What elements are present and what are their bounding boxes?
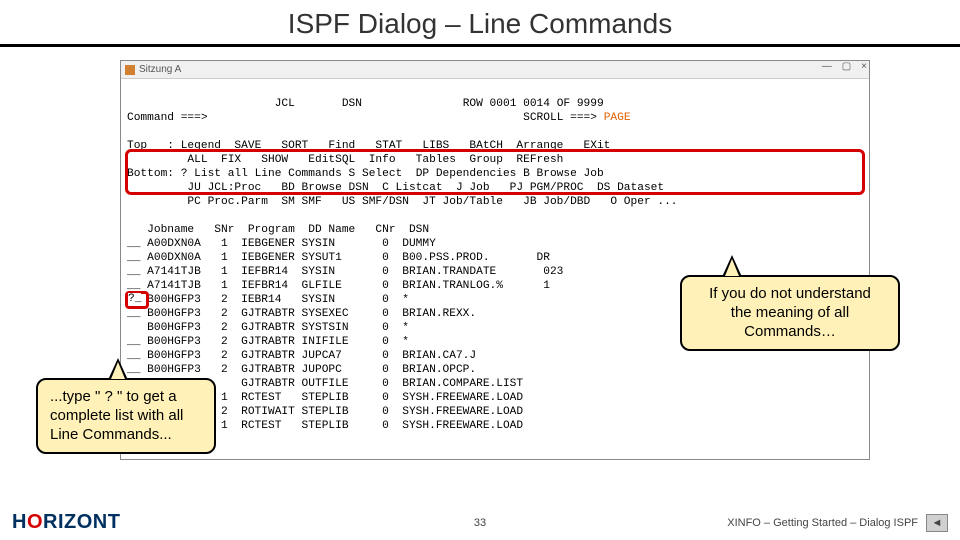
command-prompt[interactable]: Command ===>	[127, 112, 208, 124]
bottom-menu-2[interactable]: JU JCL:Proc BD Browse DSN C Listcat J Jo…	[127, 182, 664, 194]
top-label: Top :	[127, 140, 174, 152]
table-row[interactable]: __ A00DXN0A 1 IEBGENER SYSUT1 0 B00.PSS.…	[127, 252, 550, 264]
line-command-input[interactable]: ?_	[128, 293, 141, 305]
table-row[interactable]: __ A7141TJB 1 IEFBR14 SYSIN 0 BRIAN.TRAN…	[127, 266, 563, 278]
bottom-menu-1[interactable]: ? List all Line Commands S Select DP Dep…	[174, 168, 604, 180]
close-icon[interactable]: ×	[861, 61, 867, 72]
title-underline	[0, 44, 960, 47]
table-row[interactable]: __ B00HGFP3 2 GJTRABTR INIFILE 0 *	[127, 336, 409, 348]
table-row[interactable]: __ B00HGFP3 2 GJTRABTR SYSEXEC 0 BRIAN.R…	[127, 308, 476, 320]
terminal-body: JCL DSN ROW 0001 0014 OF 9999 Command ==…	[121, 79, 869, 451]
bottom-menu-3[interactable]: PC Proc.Parm SM SMF US SMF/DSN JT Job/Ta…	[127, 196, 678, 208]
minimize-icon[interactable]: —	[822, 61, 832, 72]
window-title: Sitzung A	[139, 64, 181, 75]
top-menu[interactable]: Legend SAVE SORT Find STAT LIBS BAtCH Ar…	[174, 140, 610, 152]
page-number: 33	[474, 517, 486, 529]
logo-h: H	[12, 511, 27, 533]
table-row[interactable]: __ B00HGFP3 2 IEBR14 SYSIN 0 *	[127, 294, 409, 306]
callout-tail-icon	[722, 255, 742, 277]
window-icon	[125, 65, 135, 75]
footer-right-text: XINFO – Getting Started – Dialog ISPF	[727, 517, 918, 529]
callout-right: If you do not understand the meaning of …	[680, 275, 900, 351]
header-cols: JCL DSN	[127, 98, 362, 110]
table-row[interactable]: __ B00HGFP3 2 GJTRABTR JUPCA7 0 BRIAN.CA…	[127, 350, 476, 362]
horizont-logo: HORIZONT	[12, 511, 120, 534]
maximize-icon[interactable]: ▢	[842, 61, 851, 72]
slide-title: ISPF Dialog – Line Commands	[0, 0, 960, 44]
table-row[interactable]: B00HGFP3 2 GJTRABTR SYSTSIN 0 *	[127, 322, 409, 334]
row-info: ROW 0001 0014 OF 9999	[463, 98, 604, 110]
logo-o: O	[27, 511, 43, 533]
table-row[interactable]: __ B00HGFP3 2 GJTRABTR JUPOPC 0 BRIAN.OP…	[127, 364, 476, 376]
callout-left: ...type " ? " to get a complete list wit…	[36, 378, 216, 454]
top-menu-2[interactable]: ALL FIX SHOW EditSQL Info Tables Group R…	[127, 154, 563, 166]
table-row[interactable]: __ A00DXN0A 1 IEBGENER SYSIN 0 DUMMY	[127, 238, 436, 250]
bottom-label: Bottom:	[127, 168, 174, 180]
table-row[interactable]: __ A7141TJB 1 IEFBR14 GLFILE 0 BRIAN.TRA…	[127, 280, 550, 292]
window-titlebar: Sitzung A — ▢ ×	[121, 61, 869, 79]
callout-tail-icon	[108, 358, 128, 380]
ispf-terminal-window: Sitzung A — ▢ × JCL DSN ROW 0001 0014 OF…	[120, 60, 870, 460]
window-controls: — ▢ ×	[822, 61, 867, 72]
prev-slide-button[interactable]: ◄	[926, 514, 948, 532]
callout-left-text: ...type " ? " to get a complete list wit…	[50, 388, 183, 443]
logo-rest: RIZONT	[43, 511, 120, 533]
scroll-value[interactable]: PAGE	[604, 112, 631, 124]
column-header: Jobname SNr Program DD Name CNr DSN	[127, 224, 429, 236]
callout-right-text: If you do not understand the meaning of …	[709, 285, 871, 340]
slide-footer: HORIZONT 33 XINFO – Getting Started – Di…	[0, 511, 960, 534]
scroll-label: SCROLL ===>	[523, 112, 597, 124]
